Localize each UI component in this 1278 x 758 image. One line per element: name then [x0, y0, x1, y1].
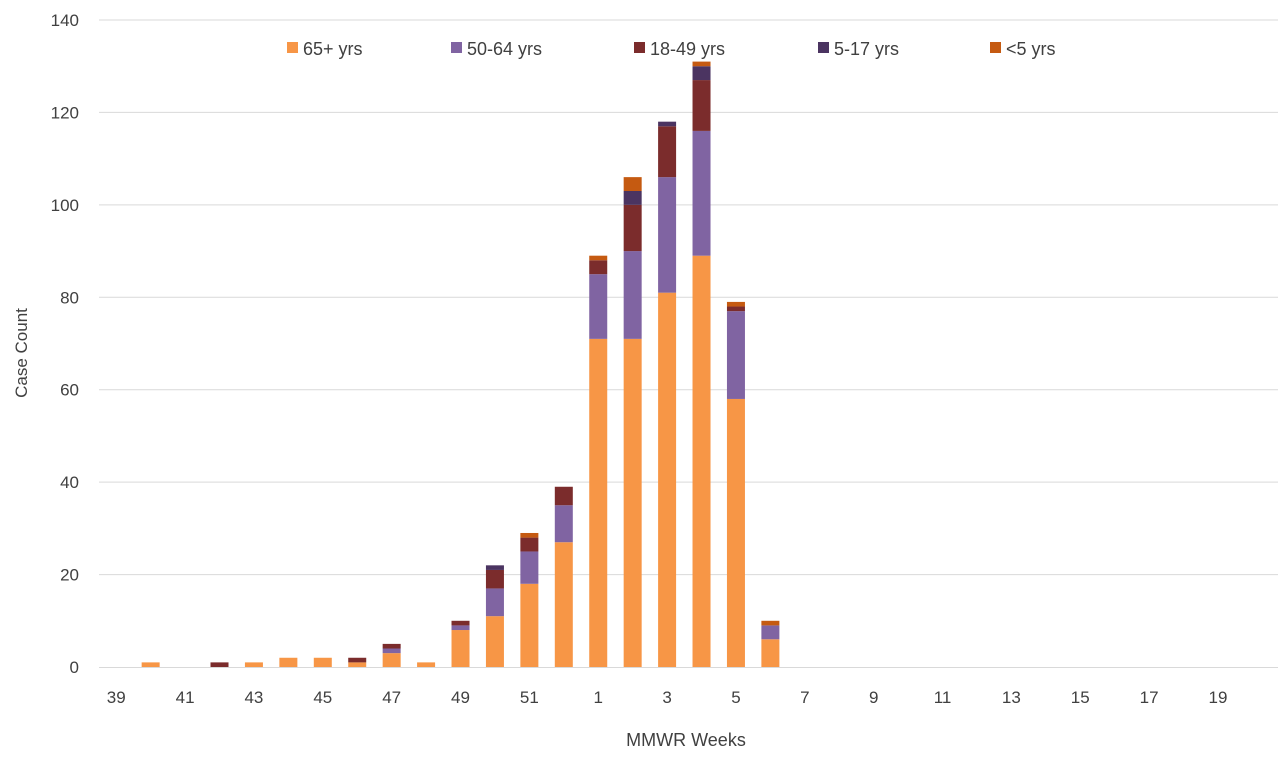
- bar-segment-50-64-yrs-week-49: [451, 625, 470, 631]
- legend-swatch: [634, 42, 645, 53]
- bar-segment-65-yrs-week-6: [761, 639, 780, 667]
- bar-segment--5-yrs-week-6: [761, 620, 780, 626]
- x-tick-label: 47: [382, 688, 401, 707]
- bar-segment-65-yrs-week-40: [141, 662, 160, 667]
- legend-label: <5 yrs: [1006, 39, 1056, 59]
- legend-label: 65+ yrs: [303, 39, 363, 59]
- x-tick-label: 49: [451, 688, 470, 707]
- bar-segment-65-yrs-week-49: [451, 630, 470, 667]
- bar-segment-65-yrs-week-51: [520, 583, 539, 667]
- bar-segment-65-yrs-week-5: [726, 398, 745, 667]
- legend-swatch: [990, 42, 1001, 53]
- y-tick-label: 40: [60, 473, 79, 492]
- bar-segment-50-64-yrs-week-1: [589, 274, 608, 339]
- x-tick-label: 19: [1209, 688, 1228, 707]
- legend-label: 50-64 yrs: [467, 39, 542, 59]
- bar-segment-65-yrs-week-48: [417, 662, 436, 667]
- bar-segment-50-64-yrs-week-6: [761, 625, 780, 640]
- bar-segment-50-64-yrs-week-3: [658, 177, 677, 293]
- bar-segment-65-yrs-week-4: [692, 255, 711, 667]
- legend-label: 5-17 yrs: [834, 39, 899, 59]
- bar-segment-5-17-yrs-week-3: [658, 121, 677, 127]
- bar-segment-50-64-yrs-week-50: [485, 588, 504, 617]
- bar-segment-18-49-yrs-week-49: [451, 620, 470, 626]
- bar-segment-50-64-yrs-week-52: [554, 505, 573, 543]
- y-tick-label: 120: [51, 103, 79, 122]
- bar-segment-18-49-yrs-week-42: [210, 662, 229, 667]
- bar-segment-65-yrs-week-46: [348, 662, 367, 667]
- legend-swatch: [818, 42, 829, 53]
- bar-segment-65-yrs-week-43: [244, 662, 263, 667]
- x-tick-label: 41: [176, 688, 195, 707]
- legend-swatch: [287, 42, 298, 53]
- bar-segment-5-17-yrs-week-50: [485, 565, 504, 570]
- bar-segment--5-yrs-week-1: [589, 255, 608, 261]
- legend-swatch: [451, 42, 462, 53]
- bar-segment-18-49-yrs-week-51: [520, 537, 539, 552]
- gridlines: [99, 19, 1278, 576]
- bar-segment--5-yrs-week-4: [692, 61, 711, 67]
- bar-segment-18-49-yrs-week-3: [658, 126, 677, 178]
- bar-segment-50-64-yrs-week-51: [520, 551, 539, 584]
- bar-segment-5-17-yrs-week-4: [692, 66, 711, 81]
- x-tick-label: 51: [520, 688, 539, 707]
- x-tick-label: 17: [1140, 688, 1159, 707]
- bar-segment-50-64-yrs-week-2: [623, 251, 642, 339]
- bar-segment-18-49-yrs-week-4: [692, 80, 711, 131]
- bar-segment--5-yrs-week-51: [520, 532, 539, 538]
- bar-segment-65-yrs-week-1: [589, 338, 608, 667]
- bar-segment-18-49-yrs-week-52: [554, 486, 573, 506]
- bar-segment-18-49-yrs-week-50: [485, 569, 504, 589]
- x-tick-label: 15: [1071, 688, 1090, 707]
- y-tick-label: 0: [70, 658, 79, 677]
- bar-segment-65-yrs-week-44: [279, 657, 298, 667]
- y-tick-label: 20: [60, 566, 79, 585]
- y-tick-label: 140: [51, 11, 79, 30]
- x-tick-label: 1: [594, 688, 603, 707]
- bar-segment-18-49-yrs-week-2: [623, 204, 642, 252]
- x-tick-label: 9: [869, 688, 878, 707]
- bar-segment--5-yrs-week-2: [623, 177, 642, 191]
- bar-segment-18-49-yrs-week-46: [348, 657, 367, 663]
- bar-segment--5-yrs-week-5: [726, 301, 745, 307]
- x-tick-label: 39: [107, 688, 126, 707]
- x-tick-label: 5: [731, 688, 740, 707]
- x-tick-label: 43: [244, 688, 263, 707]
- x-tick-label: 7: [800, 688, 809, 707]
- x-tick-label: 3: [662, 688, 671, 707]
- bar-segment-50-64-yrs-week-4: [692, 130, 711, 256]
- y-tick-label: 100: [51, 196, 79, 215]
- bar-segment-18-49-yrs-week-47: [382, 643, 401, 649]
- legend: 65+ yrs 50-64 yrs 18-49 yrs 5-17 yrs <5 yrs: [287, 39, 1056, 59]
- bar-segment-5-17-yrs-week-2: [623, 190, 642, 205]
- bar-segment-50-64-yrs-week-47: [382, 648, 401, 654]
- y-tick-label: 60: [60, 381, 79, 400]
- bar-segment-65-yrs-week-2: [623, 338, 642, 667]
- bar-segment-18-49-yrs-week-1: [589, 260, 608, 275]
- x-tick-label: 45: [313, 688, 332, 707]
- bar-segment-65-yrs-week-3: [658, 292, 677, 667]
- bar-segment-65-yrs-week-45: [313, 657, 332, 667]
- bar-segment-50-64-yrs-week-5: [726, 311, 745, 399]
- bar-segment-65-yrs-week-47: [382, 653, 401, 667]
- x-tick-label: 11: [934, 688, 952, 707]
- y-axis-label: Case Count: [12, 308, 31, 398]
- x-tick-label: 13: [1002, 688, 1021, 707]
- bars: [141, 61, 780, 667]
- bar-segment-18-49-yrs-week-5: [726, 306, 745, 312]
- bar-segment-65-yrs-week-50: [485, 616, 504, 667]
- legend-label: 18-49 yrs: [650, 39, 725, 59]
- bar-segment-65-yrs-week-52: [554, 542, 573, 667]
- y-tick-label: 80: [60, 288, 79, 307]
- x-axis-label: MMWR Weeks: [626, 730, 746, 750]
